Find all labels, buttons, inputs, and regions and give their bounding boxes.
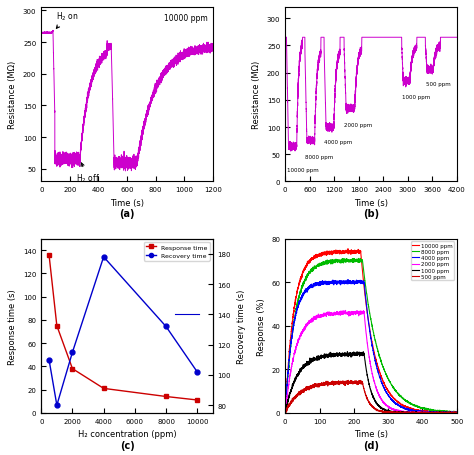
10000 ppm: [291, 307, 297, 312]
Y-axis label: Resistance (MΩ): Resistance (MΩ): [9, 61, 18, 129]
1000 ppm: [291, 380, 297, 386]
Recovery time: [46, 357, 52, 363]
Text: 10000 ppm: 10000 ppm: [287, 167, 319, 172]
Response time: [70, 366, 75, 372]
8000 ppm: [291, 319, 297, 325]
Recovery time: [194, 369, 200, 375]
Recovery time: [163, 324, 169, 329]
Response time: [54, 323, 60, 329]
2000 ppm: [418, 410, 423, 415]
1000 ppm: [283, 410, 288, 415]
2000 ppm: [283, 410, 288, 415]
X-axis label: Time (s): Time (s): [110, 198, 144, 207]
2000 ppm: [291, 350, 297, 356]
Line: 4000 ppm: 4000 ppm: [285, 280, 457, 413]
Legend: 10000 ppm, 8000 ppm, 4000 ppm, 2000 ppm, 1000 ppm, 500 ppm: 10000 ppm, 8000 ppm, 4000 ppm, 2000 ppm,…: [410, 242, 454, 281]
Line: Recovery time: Recovery time: [46, 255, 200, 408]
Text: 500 ppm: 500 ppm: [426, 82, 450, 87]
10000 ppm: [449, 410, 455, 415]
Line: 2000 ppm: 2000 ppm: [285, 311, 457, 413]
Y-axis label: Response time (s): Response time (s): [9, 288, 18, 364]
2000 ppm: [449, 410, 455, 415]
Text: (b): (b): [363, 209, 379, 219]
10000 ppm: [345, 247, 351, 252]
Text: (a): (a): [119, 209, 135, 219]
1000 ppm: [345, 349, 350, 354]
8000 ppm: [361, 273, 367, 278]
Text: H$_2$ on: H$_2$ on: [55, 10, 78, 29]
10000 ppm: [361, 285, 367, 291]
1000 ppm: [449, 410, 455, 415]
Text: (c): (c): [119, 440, 135, 450]
X-axis label: Time (s): Time (s): [354, 429, 388, 438]
Y-axis label: Resistance (MΩ): Resistance (MΩ): [252, 61, 261, 129]
8000 ppm: [449, 410, 455, 415]
1000 ppm: [361, 352, 367, 357]
4000 ppm: [418, 409, 423, 415]
Text: 8000 ppm: 8000 ppm: [305, 154, 334, 159]
4000 ppm: [291, 320, 297, 325]
1000 ppm: [418, 410, 423, 415]
Y-axis label: Recovery time (s): Recovery time (s): [237, 289, 246, 363]
8000 ppm: [283, 410, 288, 415]
500 ppm: [449, 410, 455, 415]
Line: 8000 ppm: 8000 ppm: [285, 259, 457, 413]
2000 ppm: [283, 410, 288, 415]
1000 ppm: [449, 410, 455, 415]
500 ppm: [361, 387, 367, 393]
4000 ppm: [449, 410, 455, 415]
Recovery time: [101, 254, 107, 260]
4000 ppm: [361, 280, 367, 286]
1000 ppm: [366, 380, 372, 386]
X-axis label: H₂ concentration (ppm): H₂ concentration (ppm): [78, 429, 176, 438]
Response time: [46, 253, 52, 258]
Text: H$_2$ off: H$_2$ off: [75, 164, 100, 185]
4000 ppm: [366, 322, 372, 327]
500 ppm: [291, 395, 297, 401]
Text: 10000 ppm: 10000 ppm: [164, 14, 208, 22]
Line: 500 ppm: 500 ppm: [285, 380, 457, 413]
2000 ppm: [362, 312, 367, 317]
8000 ppm: [454, 410, 460, 415]
2000 ppm: [366, 352, 372, 358]
Line: 1000 ppm: 1000 ppm: [285, 352, 457, 413]
8000 ppm: [357, 256, 363, 262]
500 ppm: [418, 410, 423, 415]
Text: 2000 ppm: 2000 ppm: [345, 123, 373, 128]
Line: 10000 ppm: 10000 ppm: [285, 249, 457, 413]
500 ppm: [283, 410, 288, 415]
2000 ppm: [454, 410, 460, 415]
2000 ppm: [343, 308, 348, 313]
8000 ppm: [449, 409, 455, 415]
Recovery time: [54, 403, 60, 408]
500 ppm: [449, 410, 455, 415]
10000 ppm: [449, 410, 455, 415]
8000 ppm: [366, 305, 372, 310]
Text: 4000 ppm: 4000 ppm: [325, 140, 353, 145]
4000 ppm: [345, 277, 351, 283]
Line: Response time: Response time: [46, 253, 200, 403]
10000 ppm: [454, 410, 460, 415]
10000 ppm: [418, 409, 423, 414]
Response time: [101, 386, 107, 391]
Legend: Response time, Recovery time: Response time, Recovery time: [144, 242, 210, 261]
4000 ppm: [454, 410, 460, 415]
8000 ppm: [418, 405, 423, 411]
500 ppm: [346, 378, 351, 383]
Text: (d): (d): [363, 440, 379, 450]
Text: 1000 ppm: 1000 ppm: [402, 95, 430, 100]
500 ppm: [454, 410, 460, 415]
500 ppm: [366, 399, 372, 404]
4000 ppm: [449, 410, 455, 415]
X-axis label: Time (s): Time (s): [354, 198, 388, 207]
Response time: [163, 394, 169, 399]
Response time: [194, 397, 200, 403]
Y-axis label: Response (%): Response (%): [257, 297, 266, 355]
2000 ppm: [449, 410, 455, 415]
10000 ppm: [366, 321, 372, 326]
10000 ppm: [283, 410, 288, 415]
1000 ppm: [454, 410, 460, 415]
4000 ppm: [283, 410, 288, 415]
Recovery time: [70, 350, 75, 355]
